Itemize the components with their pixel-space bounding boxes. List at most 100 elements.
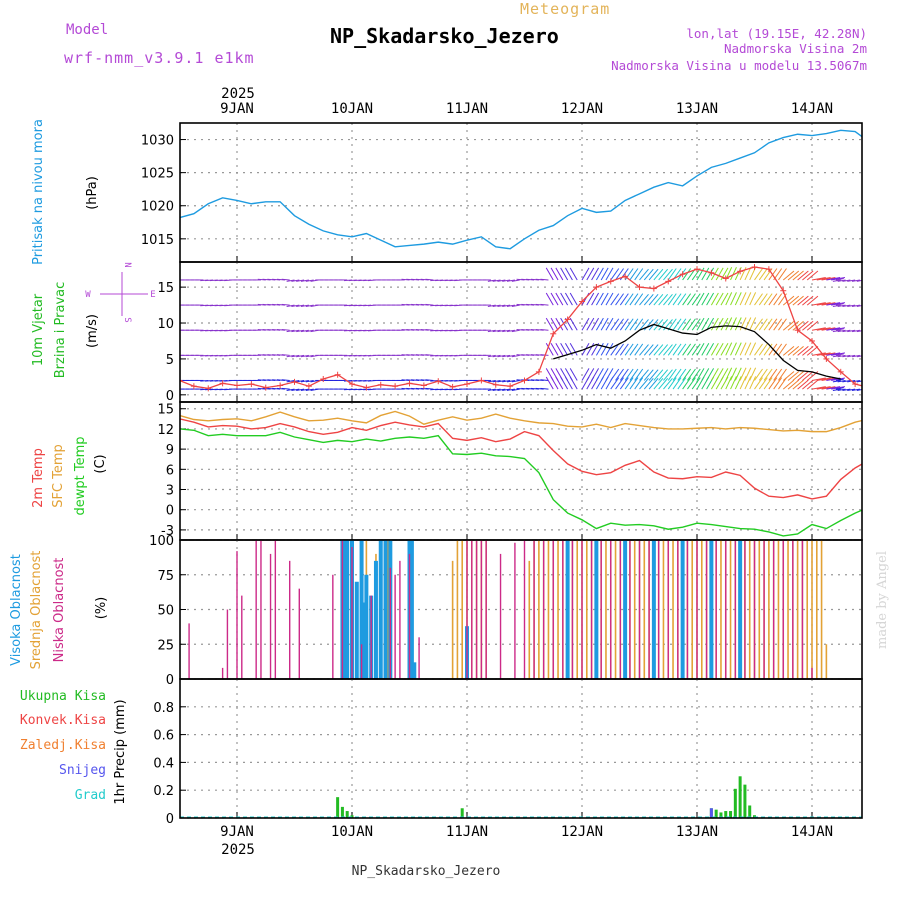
wind-arrow <box>511 304 520 307</box>
wind-arrow <box>821 327 836 331</box>
wind-arrow <box>744 267 752 281</box>
wind-arrow <box>619 377 629 390</box>
wind-arrow <box>754 293 763 306</box>
wind-arrow <box>715 317 724 331</box>
wind-arrow <box>511 329 520 333</box>
pressure-marks <box>180 129 862 250</box>
wind-arrow <box>782 320 795 331</box>
wind-arrow <box>677 377 687 390</box>
wind-arrow <box>749 292 757 306</box>
wind-arrow <box>837 379 846 383</box>
wind-arrow <box>672 368 682 381</box>
wind-arrow <box>296 279 305 282</box>
wind-arrow <box>663 268 673 281</box>
wind-arrow <box>643 378 654 390</box>
wind-arrow <box>826 277 841 281</box>
wind-arrow <box>586 267 595 281</box>
compass-rose: N W E S <box>85 262 155 322</box>
wind-arrow <box>511 379 520 383</box>
wind-arrow <box>763 293 773 306</box>
wind-arrow <box>720 342 729 356</box>
tick-label: 9 <box>166 443 174 458</box>
wind-arrow <box>856 279 862 282</box>
wind-arrow <box>305 329 314 333</box>
tick-label: 50 <box>157 604 174 619</box>
cloud-high-label: Visoka Oblacnost <box>9 554 24 666</box>
wind-arrow <box>691 318 701 331</box>
wind-arrow <box>734 376 742 390</box>
top-day-label: 9JAN <box>220 101 254 117</box>
top-day-label: 12JAN <box>561 101 603 117</box>
wind-arrow <box>706 317 715 331</box>
wind-unit: (m/s) <box>85 314 100 348</box>
wind-arrow <box>569 292 578 306</box>
wind-arrow <box>296 388 305 391</box>
wind-arrow <box>610 318 620 331</box>
wind-arrow <box>730 367 737 381</box>
wind-arrow <box>540 379 549 381</box>
wind-arrow <box>701 267 710 281</box>
wind-arrow <box>832 354 841 358</box>
wind-arrow <box>300 379 309 383</box>
wind-arrow <box>758 368 768 381</box>
wind-arrow <box>487 379 496 383</box>
wind-arrow <box>687 368 696 381</box>
wind-arrow <box>564 292 573 306</box>
bottom-day-label: 12JAN <box>561 824 603 840</box>
wind-arrow <box>425 303 434 306</box>
wind-arrow <box>802 295 814 306</box>
wind-arrow <box>595 342 604 356</box>
wind-arrow <box>734 317 742 331</box>
wind-arrow <box>569 376 578 390</box>
wind-arrow <box>564 267 573 281</box>
wind-arrow <box>715 342 724 356</box>
wind-arrow <box>730 376 737 390</box>
precip-bar <box>345 811 349 818</box>
wind-arrow <box>851 329 861 333</box>
wind-arrow <box>701 317 710 331</box>
wind-arrow <box>425 354 434 356</box>
wind-arrow <box>691 343 701 356</box>
wind-arrow <box>835 328 844 331</box>
precip-bar <box>336 797 340 818</box>
tick-label: 1030 <box>141 134 174 149</box>
wind-arrow <box>560 267 569 281</box>
temp-panel: -3 0 3 6 9 12 15 <box>157 401 863 541</box>
wind-arrow <box>806 345 819 356</box>
wind-arrow <box>586 292 595 306</box>
wind-arrow <box>832 379 841 383</box>
wind-arrow <box>835 378 844 381</box>
wind-arrow <box>564 376 573 390</box>
wind-arrow <box>600 317 609 331</box>
wind-arrow <box>773 368 783 381</box>
tick-label: 12 <box>157 423 174 438</box>
wind-arrow <box>555 376 564 390</box>
wind-arrow <box>648 378 659 390</box>
wind-arrow <box>648 344 659 356</box>
wind-arrow <box>492 388 501 391</box>
wind-arrow <box>619 343 629 356</box>
wind-arrow <box>619 318 629 331</box>
wind-arrow <box>797 295 809 306</box>
wind-arrow <box>296 304 305 307</box>
tick-label: 0 <box>166 389 174 404</box>
precip-bar <box>729 811 733 818</box>
wind-arrow <box>487 304 496 307</box>
wind-arrow <box>749 317 757 331</box>
wind-arrow <box>560 342 569 356</box>
mean-wind-line <box>553 323 841 380</box>
wind-arrow <box>754 368 763 381</box>
precip-bar <box>719 812 723 818</box>
bottom-day-label: 10JAN <box>331 824 373 840</box>
wind-arrow <box>425 329 434 331</box>
wind-arrow <box>787 320 800 331</box>
wind-arrow <box>778 343 787 356</box>
graupel-label: Grad <box>75 788 106 803</box>
snow-label: Snijeg <box>59 763 106 778</box>
wind-arrow <box>663 344 673 356</box>
wind-arrow <box>706 342 715 356</box>
wind-arrow <box>763 318 773 331</box>
wind-arrow <box>643 294 654 306</box>
wind-arrow <box>754 318 763 331</box>
